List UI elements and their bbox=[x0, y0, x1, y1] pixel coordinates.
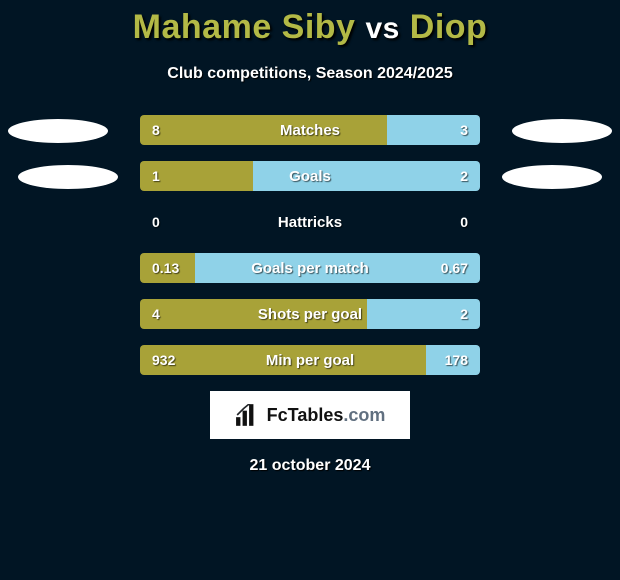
stat-row: 83Matches bbox=[140, 115, 480, 145]
stat-row: 932178Min per goal bbox=[140, 345, 480, 375]
badge-dotcom: .com bbox=[343, 405, 385, 425]
stat-fill-right bbox=[253, 161, 480, 191]
stat-row: 0.130.67Goals per match bbox=[140, 253, 480, 283]
stat-row: 12Goals bbox=[140, 161, 480, 191]
stat-fill-right bbox=[426, 345, 480, 375]
stat-rows: 83Matches 12Goals 0 0Hattricks 0.130.67Goals… bbox=[140, 115, 480, 375]
stat-fill-left bbox=[140, 115, 387, 145]
fctables-text: FcTables.com bbox=[267, 405, 386, 426]
stat-fill-left bbox=[140, 299, 367, 329]
stat-fill-left bbox=[140, 345, 426, 375]
stat-fill-right bbox=[367, 299, 480, 329]
player2-name: Diop bbox=[410, 8, 488, 46]
player1-flag-placeholder bbox=[18, 165, 118, 189]
badge-fc: Fc bbox=[267, 405, 288, 425]
fctables-badge[interactable]: FcTables.com bbox=[210, 391, 410, 439]
stat-fill-left bbox=[140, 161, 253, 191]
stat-row: 0 0Hattricks bbox=[140, 207, 480, 237]
player1-photo-placeholder bbox=[8, 119, 108, 143]
bars-icon bbox=[235, 404, 261, 426]
stat-fill-right bbox=[195, 253, 480, 283]
stat-fill-right bbox=[387, 115, 480, 145]
stat-label: Hattricks bbox=[140, 207, 480, 237]
comparison-chart: 83Matches 12Goals 0 0Hattricks 0.130.67Goals… bbox=[0, 115, 620, 375]
date-text: 21 october 2024 bbox=[0, 457, 620, 475]
subtitle: Club competitions, Season 2024/2025 bbox=[0, 65, 620, 83]
stat-value-right: 0 bbox=[448, 207, 480, 237]
stat-value-left: 0 bbox=[140, 207, 172, 237]
player2-flag-placeholder bbox=[502, 165, 602, 189]
stat-row: 42Shots per goal bbox=[140, 299, 480, 329]
badge-tables: Tables bbox=[288, 405, 344, 425]
page-title: Mahame Siby vs Diop bbox=[0, 0, 620, 47]
player2-photo-placeholder bbox=[512, 119, 612, 143]
vs-text: vs bbox=[365, 12, 399, 45]
player1-name: Mahame Siby bbox=[133, 8, 356, 46]
stat-fill-left bbox=[140, 253, 195, 283]
